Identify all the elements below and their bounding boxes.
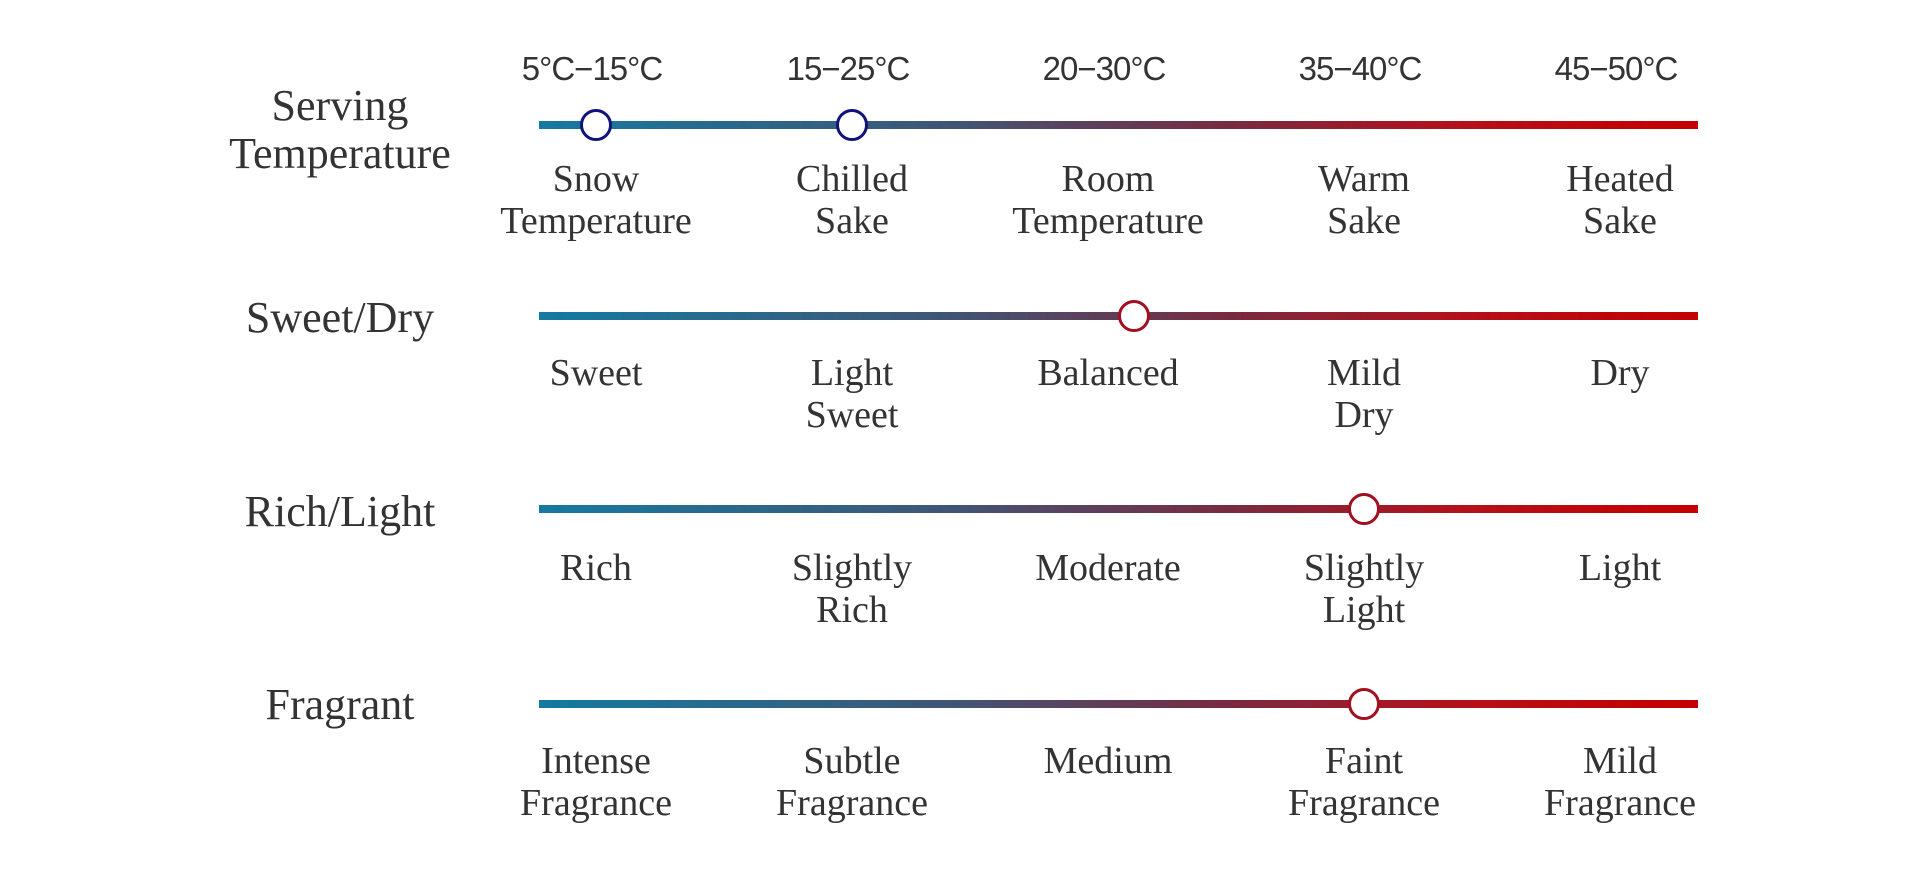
temperature-range-label: 15−25°C [786, 50, 911, 87]
scale-label: Light Sweet [806, 352, 899, 436]
level-marker [836, 109, 868, 141]
scale-label: Snow Temperature [500, 158, 691, 242]
scale-label: Moderate [1035, 547, 1181, 589]
scale-track [539, 121, 1698, 129]
scale-label: Medium [1044, 740, 1173, 782]
scale-label-line: Warm [1318, 158, 1410, 200]
temperature-range-label: 35−40°C [1298, 50, 1423, 87]
scale-track [539, 505, 1698, 513]
scale-label: Rich [560, 547, 632, 589]
level-marker [1117, 300, 1150, 332]
row-label-line: Sweet/Dry [245, 293, 435, 342]
scale-label: Subtle Fragrance [776, 740, 928, 824]
scale-label-line: Chilled [796, 158, 908, 200]
scale-label: Slightly Light [1304, 547, 1424, 631]
level-marker [1348, 688, 1380, 720]
scale-label-line: Temperature [1012, 200, 1204, 242]
scale-label-line: Sake [1327, 200, 1401, 242]
temperature-range-label: 45−50°C [1554, 50, 1679, 87]
scale-label: Room Temperature [1012, 158, 1203, 242]
scale-label-line: Room [1061, 158, 1155, 200]
scale-label: Chilled Sake [796, 158, 908, 242]
scale-label-line: Fragrance [776, 782, 928, 824]
row-label-line: Temperature [229, 129, 451, 178]
scale-label-line: Mild [1327, 352, 1401, 394]
scale-label-line: Sweet [805, 394, 899, 436]
scale-label: Intense Fragrance [520, 740, 672, 824]
row-label: Serving Temperature [190, 82, 490, 178]
scale-label-line: Slightly [791, 547, 913, 589]
scale-label: Mild Fragrance [1544, 740, 1696, 824]
scale-label-line: Sake [1583, 200, 1657, 242]
row-label: Fragrant [190, 681, 490, 729]
scale-label: Mild Dry [1327, 352, 1401, 436]
scale-label-line: Fragrance [1544, 782, 1696, 824]
scale-label: Dry [1590, 352, 1649, 394]
scale-label: Balanced [1037, 352, 1178, 394]
scale-label-line: Dry [1334, 394, 1394, 436]
scale-label-line: Mild [1583, 740, 1657, 782]
scale-track [539, 700, 1698, 708]
row-label: Sweet/Dry [190, 294, 490, 342]
scale-label-line: Subtle [803, 740, 901, 782]
scale-label: Light [1579, 547, 1661, 589]
scale-label: Slightly Rich [792, 547, 912, 631]
scale-label: Warm Sake [1318, 158, 1410, 242]
scale-label-line: Rich [816, 589, 888, 631]
row-label: Rich/Light [190, 488, 490, 536]
scale-label-line: Medium [1043, 740, 1173, 782]
scale-label-line: Balanced [1037, 352, 1179, 394]
scale-label-line: Moderate [1035, 547, 1181, 589]
scale-label-line: Sake [815, 200, 889, 242]
scale-label-line: Snow [552, 158, 640, 200]
level-marker [580, 109, 612, 141]
scale-label-line: Intense [541, 740, 651, 782]
scale-label-line: Sweet [549, 352, 643, 394]
scale-label-line: Faint [1324, 740, 1404, 782]
scale-label-line: Heated [1566, 158, 1674, 200]
scale-label-line: Rich [560, 547, 632, 589]
temperature-range-label: 20−30°C [1042, 50, 1167, 87]
level-marker [1348, 493, 1380, 525]
scale-label-line: Light [810, 352, 894, 394]
row-label-line: Serving [271, 81, 409, 130]
scale-label-line: Fragrance [1288, 782, 1440, 824]
scale-label: Heated Sake [1566, 158, 1674, 242]
scale-label-line: Fragrance [520, 782, 672, 824]
temperature-range-label: 5°C−15°C [521, 50, 663, 87]
scale-label: Faint Fragrance [1288, 740, 1440, 824]
scale-label-line: Slightly [1303, 547, 1425, 589]
scale-label: Sweet [550, 352, 643, 394]
row-label-line: Rich/Light [244, 487, 436, 536]
scale-label-line: Dry [1590, 352, 1650, 394]
scale-label-line: Temperature [500, 200, 692, 242]
scale-label-line: Light [1322, 589, 1406, 631]
row-label-line: Fragrant [265, 680, 415, 729]
scale-label-line: Light [1578, 547, 1662, 589]
